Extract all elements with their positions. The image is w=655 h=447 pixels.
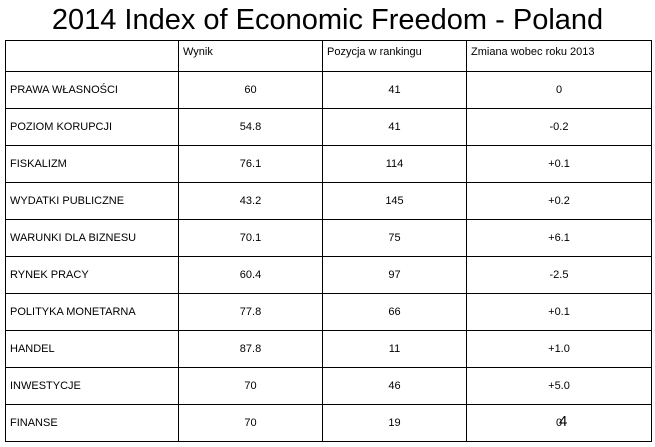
table-row: WYDATKI PUBLICZNE 43.2 145 +0.2 [5, 182, 652, 220]
cell: Zmiana wobec roku 2013 [466, 40, 652, 72]
cell: +6.1 [466, 219, 652, 257]
table-row: POLITYKA MONETARNA 77.8 66 +0.1 [5, 293, 652, 331]
cell: +0.1 [466, 293, 652, 331]
cell: PRAWA WŁASNOŚCI [5, 71, 179, 109]
cell: 77.8 [178, 293, 323, 331]
cell: 76.1 [178, 145, 323, 183]
cell: Wynik [178, 40, 323, 72]
page-number: 4 [559, 413, 568, 430]
cell: 87.8 [178, 330, 323, 368]
cell: 70.1 [178, 219, 323, 257]
cell [5, 40, 179, 72]
cell: -0.2 [466, 108, 652, 146]
cell: 0 [466, 404, 652, 442]
cell: 54.8 [178, 108, 323, 146]
cell: 114 [322, 145, 467, 183]
cell: 70 [178, 367, 323, 405]
cell: 0 [466, 71, 652, 109]
cell: Pozycja w rankingu [322, 40, 467, 72]
cell: 145 [322, 182, 467, 220]
header-row: Wynik Pozycja w rankingu Zmiana wobec roku… [5, 40, 652, 72]
cell: 70 [178, 404, 323, 442]
cell: 11 [322, 330, 467, 368]
table-row: PRAWA WŁASNOŚCI 60 41 0 [5, 71, 652, 109]
table: Wynik Pozycja w rankingu Zmiana wobec roku… [5, 40, 652, 442]
table-row: HANDEL 87.8 11 +1.0 [5, 330, 652, 368]
cell: +1.0 [466, 330, 652, 368]
table-row: FINANSE 70 19 0 [5, 404, 652, 442]
table-row: RYNEK PRACY 60.4 97 -2.5 [5, 256, 652, 294]
cell: 41 [322, 71, 467, 109]
cell: 43.2 [178, 182, 323, 220]
cell: 19 [322, 404, 467, 442]
cell: 75 [322, 219, 467, 257]
cell: 60.4 [178, 256, 323, 294]
cell: 41 [322, 108, 467, 146]
cell: +0.2 [466, 182, 652, 220]
cell: 97 [322, 256, 467, 294]
cell: +5.0 [466, 367, 652, 405]
cell: 66 [322, 293, 467, 331]
cell: HANDEL [5, 330, 179, 368]
table-row: FISKALIZM 76.1 114 +0.1 [5, 145, 652, 183]
cell: POLITYKA MONETARNA [5, 293, 179, 331]
cell: 60 [178, 71, 323, 109]
cell: WARUNKI DLA BIZNESU [5, 219, 179, 257]
cell: +0.1 [466, 145, 652, 183]
cell: INWESTYCJE [5, 367, 179, 405]
cell: RYNEK PRACY [5, 256, 179, 294]
cell: POZIOM KORUPCJI [5, 108, 179, 146]
table-row: WARUNKI DLA BIZNESU 70.1 75 +6.1 [5, 219, 652, 257]
cell: -2.5 [466, 256, 652, 294]
cell: 46 [322, 367, 467, 405]
cell: WYDATKI PUBLICZNE [5, 182, 179, 220]
cell: FINANSE [5, 404, 179, 442]
table-row: POZIOM KORUPCJI 54.8 41 -0.2 [5, 108, 652, 146]
cell: FISKALIZM [5, 145, 179, 183]
title: 2014 Index of Economic Freedom - Poland [51, 4, 604, 36]
table-row: INWESTYCJE 70 46 +5.0 [5, 367, 652, 405]
